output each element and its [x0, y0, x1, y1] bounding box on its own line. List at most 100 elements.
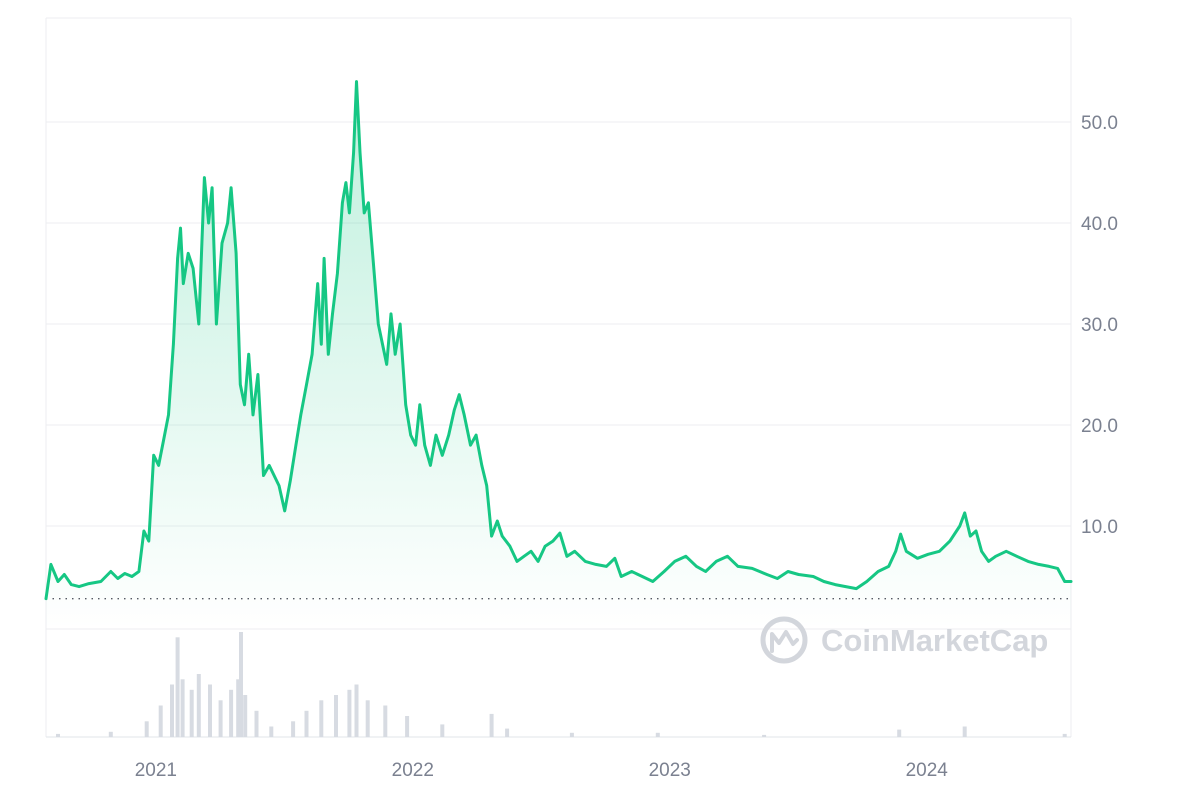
price-point — [551, 539, 555, 543]
price-point — [372, 262, 375, 265]
price-point — [969, 534, 972, 538]
volume-bar — [291, 721, 296, 738]
volume-bar — [334, 695, 338, 737]
price-point — [327, 353, 330, 356]
price-point — [905, 550, 908, 553]
y-tick-label: 30.0 — [1081, 315, 1118, 336]
volume-bar — [897, 729, 902, 737]
price-point — [926, 553, 930, 556]
price-point — [137, 570, 141, 573]
price-point — [673, 560, 676, 563]
volume-bar — [354, 684, 359, 737]
price-point — [797, 573, 800, 576]
price-point — [822, 580, 826, 583]
price-point — [355, 80, 358, 83]
price-point — [268, 464, 271, 467]
volume-bar — [158, 705, 163, 737]
price-point — [272, 474, 276, 477]
price-point — [485, 484, 488, 487]
price-point — [418, 403, 421, 406]
price-point — [341, 201, 344, 204]
price-point — [63, 573, 66, 576]
price-point — [331, 312, 334, 316]
price-point — [543, 545, 547, 548]
price-point — [289, 479, 292, 482]
price-point — [179, 226, 182, 230]
volume-bar — [304, 710, 309, 738]
price-point — [394, 353, 397, 356]
price-point — [277, 484, 281, 487]
volume-bar — [655, 732, 660, 737]
volume-bar — [383, 705, 388, 737]
price-point — [948, 539, 952, 543]
price-point — [423, 444, 426, 447]
volume-bar — [762, 734, 767, 737]
y-tick-label: 20.0 — [1081, 416, 1118, 437]
volume-bars — [56, 632, 1067, 738]
price-line — [44, 80, 1073, 601]
price-point — [142, 529, 146, 533]
price-point — [1015, 555, 1018, 558]
price-point — [684, 555, 688, 558]
price-point — [176, 257, 179, 260]
volume-bar — [236, 679, 241, 738]
price-point — [441, 454, 444, 457]
price-point — [283, 509, 286, 513]
volume-bar — [218, 700, 223, 738]
price-point — [87, 582, 91, 585]
price-point — [172, 343, 175, 346]
price-point — [344, 181, 348, 184]
price-point — [247, 353, 250, 356]
price-point — [894, 550, 897, 553]
price-point — [210, 186, 214, 189]
price-point — [974, 529, 978, 533]
price-point — [899, 532, 902, 536]
price-point — [1056, 567, 1059, 570]
price-point — [243, 403, 246, 406]
price-point — [305, 383, 308, 386]
price-point — [352, 151, 355, 154]
x-axis: 2021 2022 2023 2024 — [135, 760, 949, 781]
price-point — [876, 570, 880, 573]
price-point — [704, 570, 707, 573]
price-point — [1048, 565, 1051, 568]
y-axis: 10.0 20.0 30.0 40.0 50.0 — [1081, 113, 1118, 538]
price-point — [157, 464, 160, 467]
price-point — [294, 444, 298, 447]
price-point — [750, 567, 754, 570]
price-point — [229, 186, 233, 189]
price-point — [239, 383, 242, 386]
price-point — [855, 587, 858, 590]
price-point — [167, 413, 170, 417]
volume-bar — [180, 679, 185, 738]
volume-bar — [189, 689, 194, 738]
y-tick-label: 10.0 — [1081, 517, 1118, 538]
price-point — [1026, 560, 1030, 563]
price-point — [377, 322, 380, 326]
price-points — [44, 80, 1073, 600]
price-point — [226, 221, 229, 225]
volume-bar — [505, 728, 510, 737]
price-point — [490, 534, 493, 538]
price-point — [130, 575, 134, 578]
price-point — [715, 560, 718, 563]
volume-bar — [347, 689, 352, 738]
volume-bar — [569, 732, 574, 737]
price-point — [501, 534, 504, 538]
price-point — [630, 570, 633, 573]
price-point — [529, 550, 533, 553]
price-point — [336, 272, 339, 275]
price-area-fill — [46, 81, 1071, 630]
y-tick-label: 40.0 — [1081, 214, 1118, 235]
price-point — [834, 583, 837, 586]
volume-bar — [365, 700, 370, 738]
price-point — [812, 575, 815, 578]
price-point — [887, 565, 890, 568]
price-point — [385, 363, 388, 366]
price-point — [573, 550, 576, 553]
price-point — [662, 570, 666, 573]
price-point — [994, 555, 997, 558]
price-point — [44, 597, 48, 600]
price-point — [316, 282, 319, 285]
volume-bar — [170, 684, 174, 737]
